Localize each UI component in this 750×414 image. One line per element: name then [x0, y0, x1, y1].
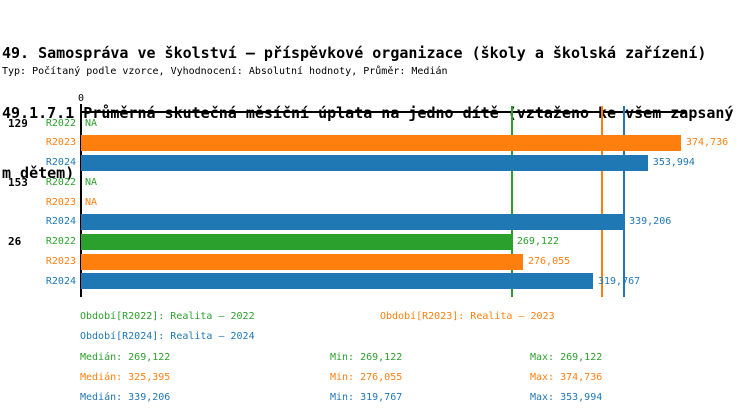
bar-129-R2023 — [81, 135, 681, 152]
legend-min-r2022: Min: 269,122 — [330, 352, 403, 363]
chart-row-26-R2022: 26 R2022 269,122 — [0, 232, 750, 252]
chart-row-26-R2023: R2023 276,055 — [0, 252, 750, 272]
legend-median-r2022: Medián: 269,122 — [80, 352, 171, 363]
chart-rows: 129 R2022 NA R2023 374,736 R2024 353,994 153 R20… — [0, 113, 750, 291]
value-label-129-R2023: 374,736 — [686, 137, 729, 149]
median-line-r2023 — [601, 106, 603, 297]
chart-row-129-R2023: R2023 374,736 — [0, 133, 750, 153]
legend-period-r2022: Období[R2022]: Realita – 2022 — [80, 311, 255, 322]
x-axis-line — [80, 111, 686, 113]
chart-row-153-R2022: 153 R2022 NA — [0, 173, 750, 193]
year-label-R2024: R2024 — [45, 275, 76, 287]
median-line-r2022 — [510, 106, 513, 297]
legend-max-r2022: Max: 269,122 — [530, 352, 603, 363]
x-axis-origin-tick — [80, 104, 82, 112]
title-line-3: m dětem) — [2, 164, 75, 182]
na-label-129-R2022: NA — [85, 117, 98, 129]
year-label-R2022: R2022 — [45, 117, 76, 129]
year-label-R2022: R2022 — [45, 236, 76, 248]
median-line-r2024 — [623, 106, 626, 297]
legend-period-r2024: Období[R2024]: Realita – 2024 — [80, 331, 255, 342]
chart-row-26-R2024: R2024 319,767 — [0, 272, 750, 292]
title-line-2: 49.1.7.1 Průměrná skutečná měsíční úplat… — [2, 104, 734, 122]
y-axis-line — [80, 111, 82, 297]
year-label-R2024: R2024 — [45, 216, 76, 228]
bar-129-R2024 — [81, 154, 648, 171]
chart-row-153-R2023: R2023 NA — [0, 193, 750, 213]
x-axis-origin-label: 0 — [77, 93, 85, 104]
year-label-R2023: R2023 — [45, 137, 76, 149]
title-line-1: 49. Samospráva ve školství – příspěvkové… — [2, 44, 707, 62]
group-label-153: 153 — [8, 175, 28, 189]
chart-meta-line: Typ: Počítaný podle vzorce, Vyhodnocení:… — [2, 66, 448, 77]
bar-26-R2023 — [81, 253, 523, 270]
value-label-26-R2022: 269,122 — [516, 236, 560, 248]
bar-153-R2024 — [81, 214, 625, 231]
page-title: 49. Samospráva ve školství – příspěvkové… — [2, 3, 734, 203]
legend-min-r2024: Min: 319,767 — [330, 392, 403, 403]
value-label-26-R2023: 276,055 — [528, 255, 571, 267]
value-label-26-R2024: 319,767 — [598, 275, 641, 287]
legend-period-r2023: Období[R2023]: Realita – 2023 — [380, 311, 555, 322]
chart-row-129-R2022: 129 R2022 NA — [0, 114, 750, 134]
bar-26-R2022 — [81, 233, 512, 250]
year-label-R2024: R2024 — [45, 157, 76, 169]
year-label-R2022: R2022 — [45, 176, 76, 188]
legend-median-r2024: Medián: 339,206 — [80, 392, 171, 403]
value-label-153-R2024: 339,206 — [629, 216, 672, 228]
year-label-R2023: R2023 — [45, 255, 76, 267]
chart-row-153-R2024: R2024 339,206 — [0, 212, 750, 232]
value-label-129-R2024: 353,994 — [652, 157, 695, 169]
legend-min-r2023: Min: 276,055 — [330, 372, 403, 383]
group-label-129: 129 — [8, 116, 28, 130]
year-label-R2023: R2023 — [45, 196, 76, 208]
na-label-153-R2023: NA — [85, 196, 98, 208]
chart-row-129-R2024: R2024 353,994 — [0, 153, 750, 173]
bar-26-R2024 — [81, 273, 593, 290]
legend-median-r2023: Medián: 325,395 — [80, 372, 171, 383]
na-label-153-R2022: NA — [85, 176, 98, 188]
legend-max-r2024: Max: 353,994 — [530, 392, 603, 403]
legend-max-r2023: Max: 374,736 — [530, 372, 603, 383]
group-label-26: 26 — [8, 235, 22, 249]
